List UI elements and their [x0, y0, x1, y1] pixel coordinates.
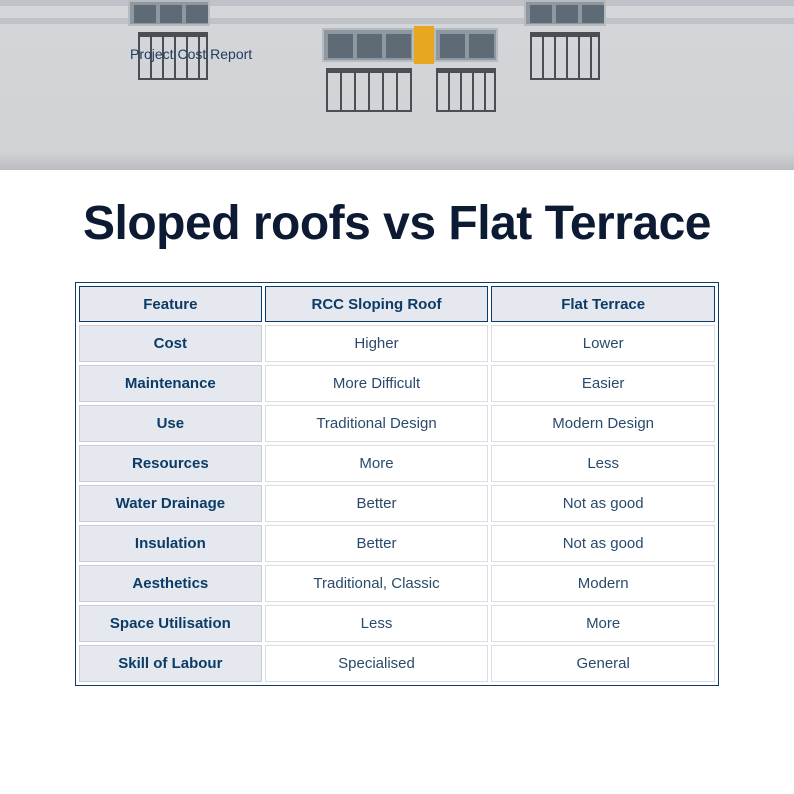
- feature-cell: Aesthetics: [79, 565, 262, 602]
- feature-cell: Maintenance: [79, 365, 262, 402]
- value-cell: Higher: [265, 325, 489, 362]
- table-row: ResourcesMoreLess: [79, 445, 715, 482]
- feature-cell: Resources: [79, 445, 262, 482]
- value-cell: Less: [265, 605, 489, 642]
- value-cell: More: [491, 605, 715, 642]
- value-cell: Traditional Design: [265, 405, 489, 442]
- value-cell: Not as good: [491, 485, 715, 522]
- feature-cell: Use: [79, 405, 262, 442]
- value-cell: Less: [491, 445, 715, 482]
- table-row: CostHigherLower: [79, 325, 715, 362]
- main-content: Sloped roofs vs Flat Terrace FeatureRCC …: [0, 170, 794, 686]
- table-row: Space UtilisationLessMore: [79, 605, 715, 642]
- feature-cell: Water Drainage: [79, 485, 262, 522]
- value-cell: More: [265, 445, 489, 482]
- table-header: RCC Sloping Roof: [265, 286, 489, 322]
- comparison-table-wrap: FeatureRCC Sloping RoofFlat Terrace Cost…: [75, 282, 719, 686]
- comparison-table: FeatureRCC Sloping RoofFlat Terrace Cost…: [76, 283, 718, 685]
- hero-image: Project Cost Report: [0, 0, 794, 170]
- value-cell: Modern: [491, 565, 715, 602]
- value-cell: Easier: [491, 365, 715, 402]
- table-row: Water DrainageBetterNot as good: [79, 485, 715, 522]
- table-row: UseTraditional DesignModern Design: [79, 405, 715, 442]
- value-cell: General: [491, 645, 715, 682]
- value-cell: Better: [265, 485, 489, 522]
- table-row: InsulationBetterNot as good: [79, 525, 715, 562]
- value-cell: Better: [265, 525, 489, 562]
- feature-cell: Skill of Labour: [79, 645, 262, 682]
- table-header: Flat Terrace: [491, 286, 715, 322]
- page-title: Sloped roofs vs Flat Terrace: [83, 194, 711, 254]
- table-row: Skill of LabourSpecialisedGeneral: [79, 645, 715, 682]
- breadcrumb[interactable]: Project Cost Report: [130, 46, 252, 62]
- feature-cell: Cost: [79, 325, 262, 362]
- value-cell: More Difficult: [265, 365, 489, 402]
- value-cell: Lower: [491, 325, 715, 362]
- value-cell: Traditional, Classic: [265, 565, 489, 602]
- table-row: MaintenanceMore DifficultEasier: [79, 365, 715, 402]
- feature-cell: Space Utilisation: [79, 605, 262, 642]
- table-header: Feature: [79, 286, 262, 322]
- value-cell: Specialised: [265, 645, 489, 682]
- table-row: AestheticsTraditional, ClassicModern: [79, 565, 715, 602]
- value-cell: Modern Design: [491, 405, 715, 442]
- feature-cell: Insulation: [79, 525, 262, 562]
- value-cell: Not as good: [491, 525, 715, 562]
